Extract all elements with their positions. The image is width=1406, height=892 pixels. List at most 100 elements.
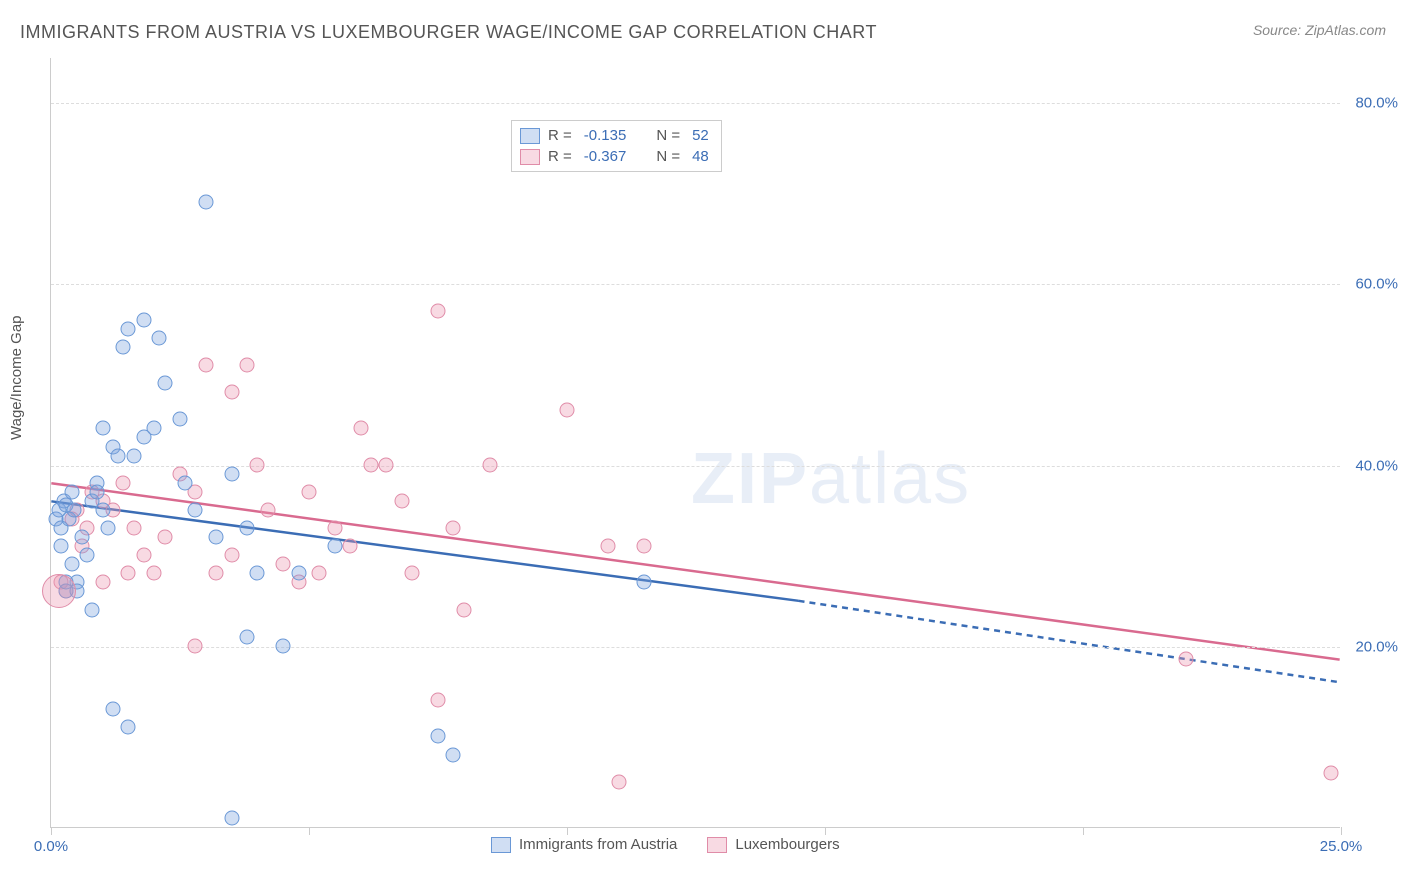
scatter-point-austria <box>152 330 167 345</box>
r-value-austria: -0.135 <box>584 127 627 144</box>
scatter-point-lux <box>611 774 626 789</box>
scatter-point-lux <box>343 539 358 554</box>
legend-row-lux: R = -0.367 N = 48 <box>520 146 713 167</box>
scatter-point-lux <box>121 566 136 581</box>
scatter-point-austria <box>637 575 652 590</box>
x-tick <box>567 827 568 835</box>
scatter-point-lux <box>456 602 471 617</box>
scatter-point-austria <box>147 421 162 436</box>
chart-title: IMMIGRANTS FROM AUSTRIA VS LUXEMBOURGER … <box>20 22 877 43</box>
r-label: R = <box>548 148 572 165</box>
scatter-point-austria <box>111 448 126 463</box>
scatter-point-austria <box>105 702 120 717</box>
x-tick <box>51 827 52 835</box>
n-label: N = <box>656 148 680 165</box>
swatch-lux <box>520 149 540 165</box>
scatter-point-austria <box>173 412 188 427</box>
y-axis-label: Wage/Income Gap <box>8 315 25 440</box>
correlation-legend: R = -0.135 N = 52 R = -0.367 N = 48 <box>511 120 722 172</box>
scatter-point-austria <box>327 539 342 554</box>
scatter-point-lux <box>312 566 327 581</box>
y-tick-label: 40.0% <box>1355 457 1398 474</box>
scatter-point-austria <box>250 566 265 581</box>
scatter-point-austria <box>126 448 141 463</box>
scatter-point-austria <box>121 720 136 735</box>
scatter-point-lux <box>601 539 616 554</box>
scatter-point-austria <box>74 530 89 545</box>
scatter-point-lux <box>637 539 652 554</box>
r-value-lux: -0.367 <box>584 148 627 165</box>
x-tick <box>1341 827 1342 835</box>
source-attribution: Source: ZipAtlas.com <box>1253 22 1386 38</box>
scatter-point-austria <box>209 530 224 545</box>
scatter-point-austria <box>90 484 105 499</box>
x-tick <box>825 827 826 835</box>
x-tick <box>309 827 310 835</box>
scatter-point-lux <box>446 521 461 536</box>
scatter-point-lux <box>224 385 239 400</box>
grid-line <box>51 284 1340 285</box>
scatter-point-lux <box>188 638 203 653</box>
scatter-point-lux <box>1179 652 1194 667</box>
scatter-point-austria <box>95 502 110 517</box>
scatter-point-lux <box>276 557 291 572</box>
legend-item-lux: Luxembourgers <box>707 836 839 853</box>
scatter-point-lux <box>147 566 162 581</box>
x-tick <box>1083 827 1084 835</box>
grid-line <box>51 103 1340 104</box>
scatter-point-austria <box>446 747 461 762</box>
scatter-point-lux <box>224 548 239 563</box>
chart-plot-area: ZIPatlas R = -0.135 N = 52 R = -0.367 N … <box>50 58 1340 828</box>
scatter-point-lux <box>353 421 368 436</box>
scatter-point-austria <box>431 729 446 744</box>
x-tick-label-left: 0.0% <box>34 838 68 855</box>
y-tick-label: 80.0% <box>1355 95 1398 112</box>
scatter-point-austria <box>116 339 131 354</box>
scatter-point-austria <box>80 548 95 563</box>
n-label: N = <box>656 127 680 144</box>
scatter-point-austria <box>224 466 239 481</box>
scatter-point-austria <box>67 502 82 517</box>
scatter-point-austria <box>240 521 255 536</box>
scatter-point-lux <box>379 457 394 472</box>
scatter-point-lux <box>327 521 342 536</box>
scatter-point-austria <box>178 475 193 490</box>
series-name-austria: Immigrants from Austria <box>519 836 677 853</box>
scatter-point-lux <box>394 493 409 508</box>
scatter-point-lux <box>157 530 172 545</box>
scatter-point-austria <box>64 484 79 499</box>
swatch-austria <box>520 128 540 144</box>
series-name-lux: Luxembourgers <box>735 836 839 853</box>
scatter-point-lux <box>209 566 224 581</box>
x-tick-label-right: 25.0% <box>1320 838 1363 855</box>
watermark-bold: ZIP <box>691 439 809 519</box>
scatter-point-lux <box>95 575 110 590</box>
scatter-point-lux <box>405 566 420 581</box>
scatter-point-lux <box>198 358 213 373</box>
r-label: R = <box>548 127 572 144</box>
scatter-point-austria <box>188 502 203 517</box>
scatter-point-lux <box>560 403 575 418</box>
legend-item-austria: Immigrants from Austria <box>491 836 677 853</box>
scatter-point-austria <box>198 194 213 209</box>
scatter-point-austria <box>121 321 136 336</box>
scatter-point-austria <box>85 602 100 617</box>
scatter-point-lux <box>431 303 446 318</box>
scatter-point-austria <box>136 312 151 327</box>
scatter-point-austria <box>54 539 69 554</box>
scatter-point-austria <box>224 810 239 825</box>
scatter-point-austria <box>240 629 255 644</box>
scatter-point-lux <box>42 574 76 608</box>
scatter-point-austria <box>100 521 115 536</box>
scatter-point-lux <box>250 457 265 472</box>
scatter-point-lux <box>482 457 497 472</box>
swatch-austria-b <box>491 837 511 853</box>
scatter-point-lux <box>260 502 275 517</box>
n-value-lux: 48 <box>692 148 709 165</box>
grid-line <box>51 647 1340 648</box>
series-legend: Immigrants from Austria Luxembourgers <box>491 836 840 853</box>
scatter-point-lux <box>363 457 378 472</box>
y-tick-label: 20.0% <box>1355 638 1398 655</box>
scatter-point-austria <box>291 566 306 581</box>
legend-row-austria: R = -0.135 N = 52 <box>520 125 713 146</box>
